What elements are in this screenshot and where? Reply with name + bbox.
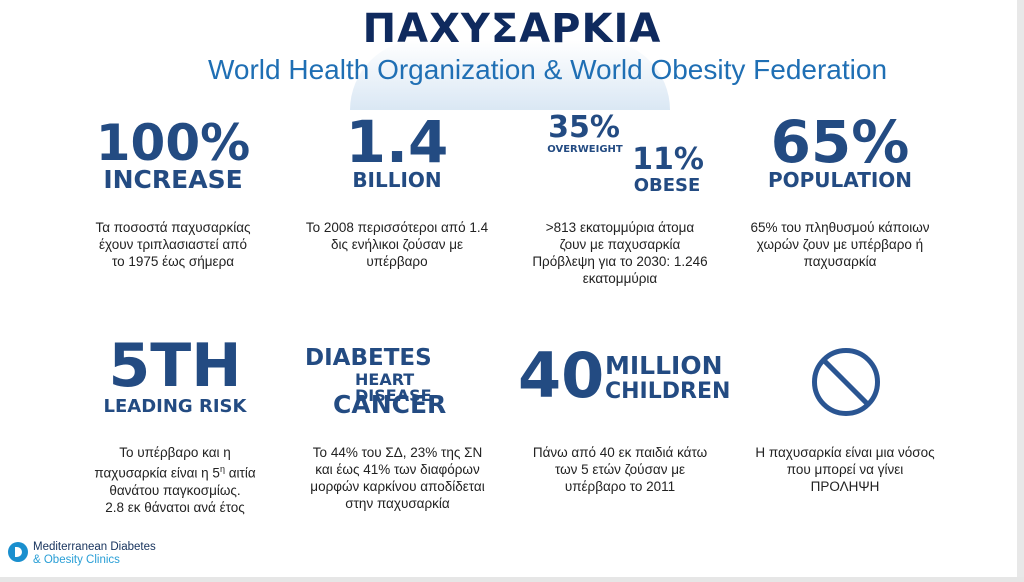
bottom-border <box>0 577 1024 582</box>
stat-big-value: 35% <box>548 110 620 145</box>
stat-big-value: 100% <box>95 114 251 172</box>
scrollbar-edge <box>1017 0 1024 582</box>
stat-label: INCREASE <box>103 165 243 194</box>
stat-big-value: 65% <box>770 108 910 176</box>
no-entry-icon <box>812 348 880 416</box>
stat-big-value: 40 <box>518 339 605 412</box>
stat-big-value: 1.4 <box>345 108 449 176</box>
stat-description: >813 εκατομμύρια άτομα ζουν με παχυσαρκί… <box>532 220 708 286</box>
stat-label: CANCER <box>333 390 447 419</box>
stat-description: Πάνω από 40 εκ παιδιά κάτω των 5 ετών ζο… <box>532 445 708 494</box>
page-title: ΠΑΧΥΣΑΡΚΙΑ <box>362 6 662 52</box>
stat-big-value: 5TH <box>108 331 242 401</box>
stat-label: OVERWEIGHT <box>547 144 623 155</box>
stat-label: CHILDREN <box>605 379 731 404</box>
clinic-logo: Mediterranean Diabetes & Obesity Clinics <box>8 541 156 567</box>
stat-description: Τα ποσοστά παχυσαρκίας έχουν τριπλασιαστ… <box>95 220 251 269</box>
stat-label: MILLION <box>605 351 723 380</box>
stat-description: Η παχυσαρκία είναι μια νόσος που μπορεί … <box>755 445 935 494</box>
stat-label: LEADING RISK <box>103 396 247 417</box>
stat-label: DIABETES <box>305 345 432 371</box>
stat-description: Το 44% του ΣΔ, 23% της ΣΝ και έως 41% τω… <box>310 445 485 511</box>
stat-label: OBESE <box>633 175 701 196</box>
stat-description: Το 2008 περισσότεροι από 1.4 δις ενήλικο… <box>305 220 489 269</box>
stat-label: HEART DISEASE <box>355 370 432 405</box>
header-glow <box>350 40 670 110</box>
page-subtitle: World Health Organization & World Obesit… <box>207 54 888 85</box>
stat-label: POPULATION <box>767 168 913 192</box>
logo-icon <box>8 542 28 562</box>
stat-label: BILLION <box>352 168 442 192</box>
stat-big-value: 11% <box>632 142 704 177</box>
stat-description: 65% του πληθυσμού κάποιων χωρών ζουν με … <box>750 220 930 269</box>
stat-description: Το υπέρβαρο και η παχυσαρκία είναι η 5η … <box>94 445 256 515</box>
